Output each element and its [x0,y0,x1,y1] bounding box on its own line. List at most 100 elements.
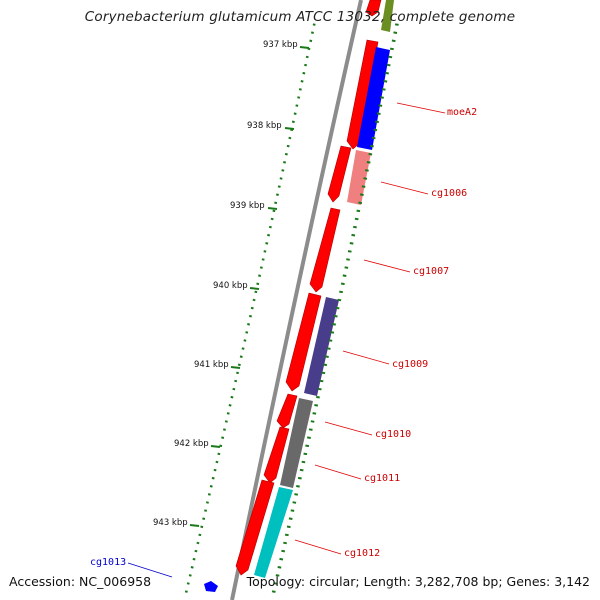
scale-tick-942 [210,445,221,448]
minor-tick [256,282,260,286]
minor-tick [190,566,194,569]
minor-tick [390,47,394,51]
scale-label: 937 kbp [263,40,298,50]
cds-feature-cg1009 [304,297,339,396]
minor-tick [358,201,363,205]
minor-tick [381,88,386,91]
minor-tick [188,574,192,577]
gene-label-moeA2[interactable]: moeA2 [447,107,477,118]
gene-label-cg1009[interactable]: cg1009 [392,359,428,370]
minor-tick [281,549,286,553]
minor-tick [300,80,304,83]
minor-tick [317,387,322,391]
minor-tick [275,193,279,196]
scale-label: 939 kbp [230,201,265,211]
cds-feature [309,207,341,293]
gene-label-cg1011[interactable]: cg1011 [364,473,400,484]
minor-tick [254,290,258,294]
minor-tick [325,355,329,358]
minor-tick [219,444,223,448]
minor-tick [380,96,384,99]
minor-tick [283,541,287,545]
minor-tick [267,233,271,237]
minor-tick [305,444,310,448]
minor-tick [391,39,396,43]
minor-tick [202,517,206,520]
minor-tick [326,347,331,350]
minor-tick [373,128,378,132]
minor-tick [268,225,272,229]
minor-tick [292,501,297,504]
minor-tick [290,509,295,512]
minor-tick [271,590,276,593]
gene-label-cg1006[interactable]: cg1006 [431,188,467,199]
minor-tick [270,217,274,221]
gene-label-cg1010[interactable]: cg1010 [375,429,411,440]
minor-tick [279,177,283,180]
cds-track [235,0,382,576]
connector-cg1013 [127,562,173,578]
cds-track-secondary [254,0,394,578]
genome-backbone [230,0,363,600]
topology-summary: Topology: circular; Length: 3,282,708 bp… [246,574,590,589]
gene-labels: moeA2 cg1006 cg1007 cg1009 cg1010 cg1011… [90,107,477,568]
gene-label-cg1013[interactable]: cg1013 [90,557,126,568]
minor-tick [293,112,297,115]
minor-tick [393,31,398,34]
minor-tick [309,39,313,43]
minor-tick [371,136,376,140]
scale-tick-939 [267,207,278,210]
minor-tick [344,266,349,269]
minor-tick [284,533,289,537]
minor-tick [286,144,290,148]
minor-tick [252,298,256,302]
minor-tick [356,209,361,213]
cds-feature [365,0,382,17]
minor-tick [351,233,356,237]
minor-tick [349,242,354,245]
minor-tick [310,31,314,34]
minor-tick [385,71,389,75]
minor-tick [294,493,299,496]
scale-label: 938 kbp [247,121,282,131]
minor-tick [297,476,302,480]
minor-tick [186,582,190,585]
minor-tick [339,290,343,294]
minor-tick [284,152,288,156]
minor-tick [237,363,241,367]
minor-tick [217,452,221,456]
minor-tick [386,63,391,67]
minor-tick [261,258,265,261]
minor-tick [279,557,284,561]
minor-tick [259,266,263,269]
minor-tick [297,96,301,99]
gene-label-cg1007[interactable]: cg1007 [413,266,449,277]
scale-label: 941 kbp [194,360,229,370]
minor-tick [286,525,291,529]
minor-tick [303,452,308,456]
minor-tick [335,306,340,310]
scale-labels: 937 kbp 938 kbp 939 kbp 940 kbp 941 kbp … [153,40,298,528]
minor-tick [394,23,399,26]
cds-feature [235,479,275,576]
outer-tick-ring [184,23,316,593]
scale-tick-943 [189,524,200,527]
minor-tick [314,404,319,407]
minor-tick [361,185,366,188]
minor-tick [312,23,316,26]
minor-tick [299,468,304,472]
minor-tick [359,193,364,196]
scale-ticks [189,46,310,527]
cds-feature-moeA2 [357,47,390,150]
minor-tick [207,493,211,496]
accession-text: Accession: NC_006958 [9,574,152,589]
gene-label-cg1012[interactable]: cg1012 [344,548,380,559]
minor-tick [192,557,196,561]
minor-tick [308,428,313,431]
minor-tick [209,485,213,488]
minor-tick [291,120,295,124]
scale-tick-937 [299,46,310,49]
minor-tick [305,55,309,59]
minor-tick [222,428,226,431]
